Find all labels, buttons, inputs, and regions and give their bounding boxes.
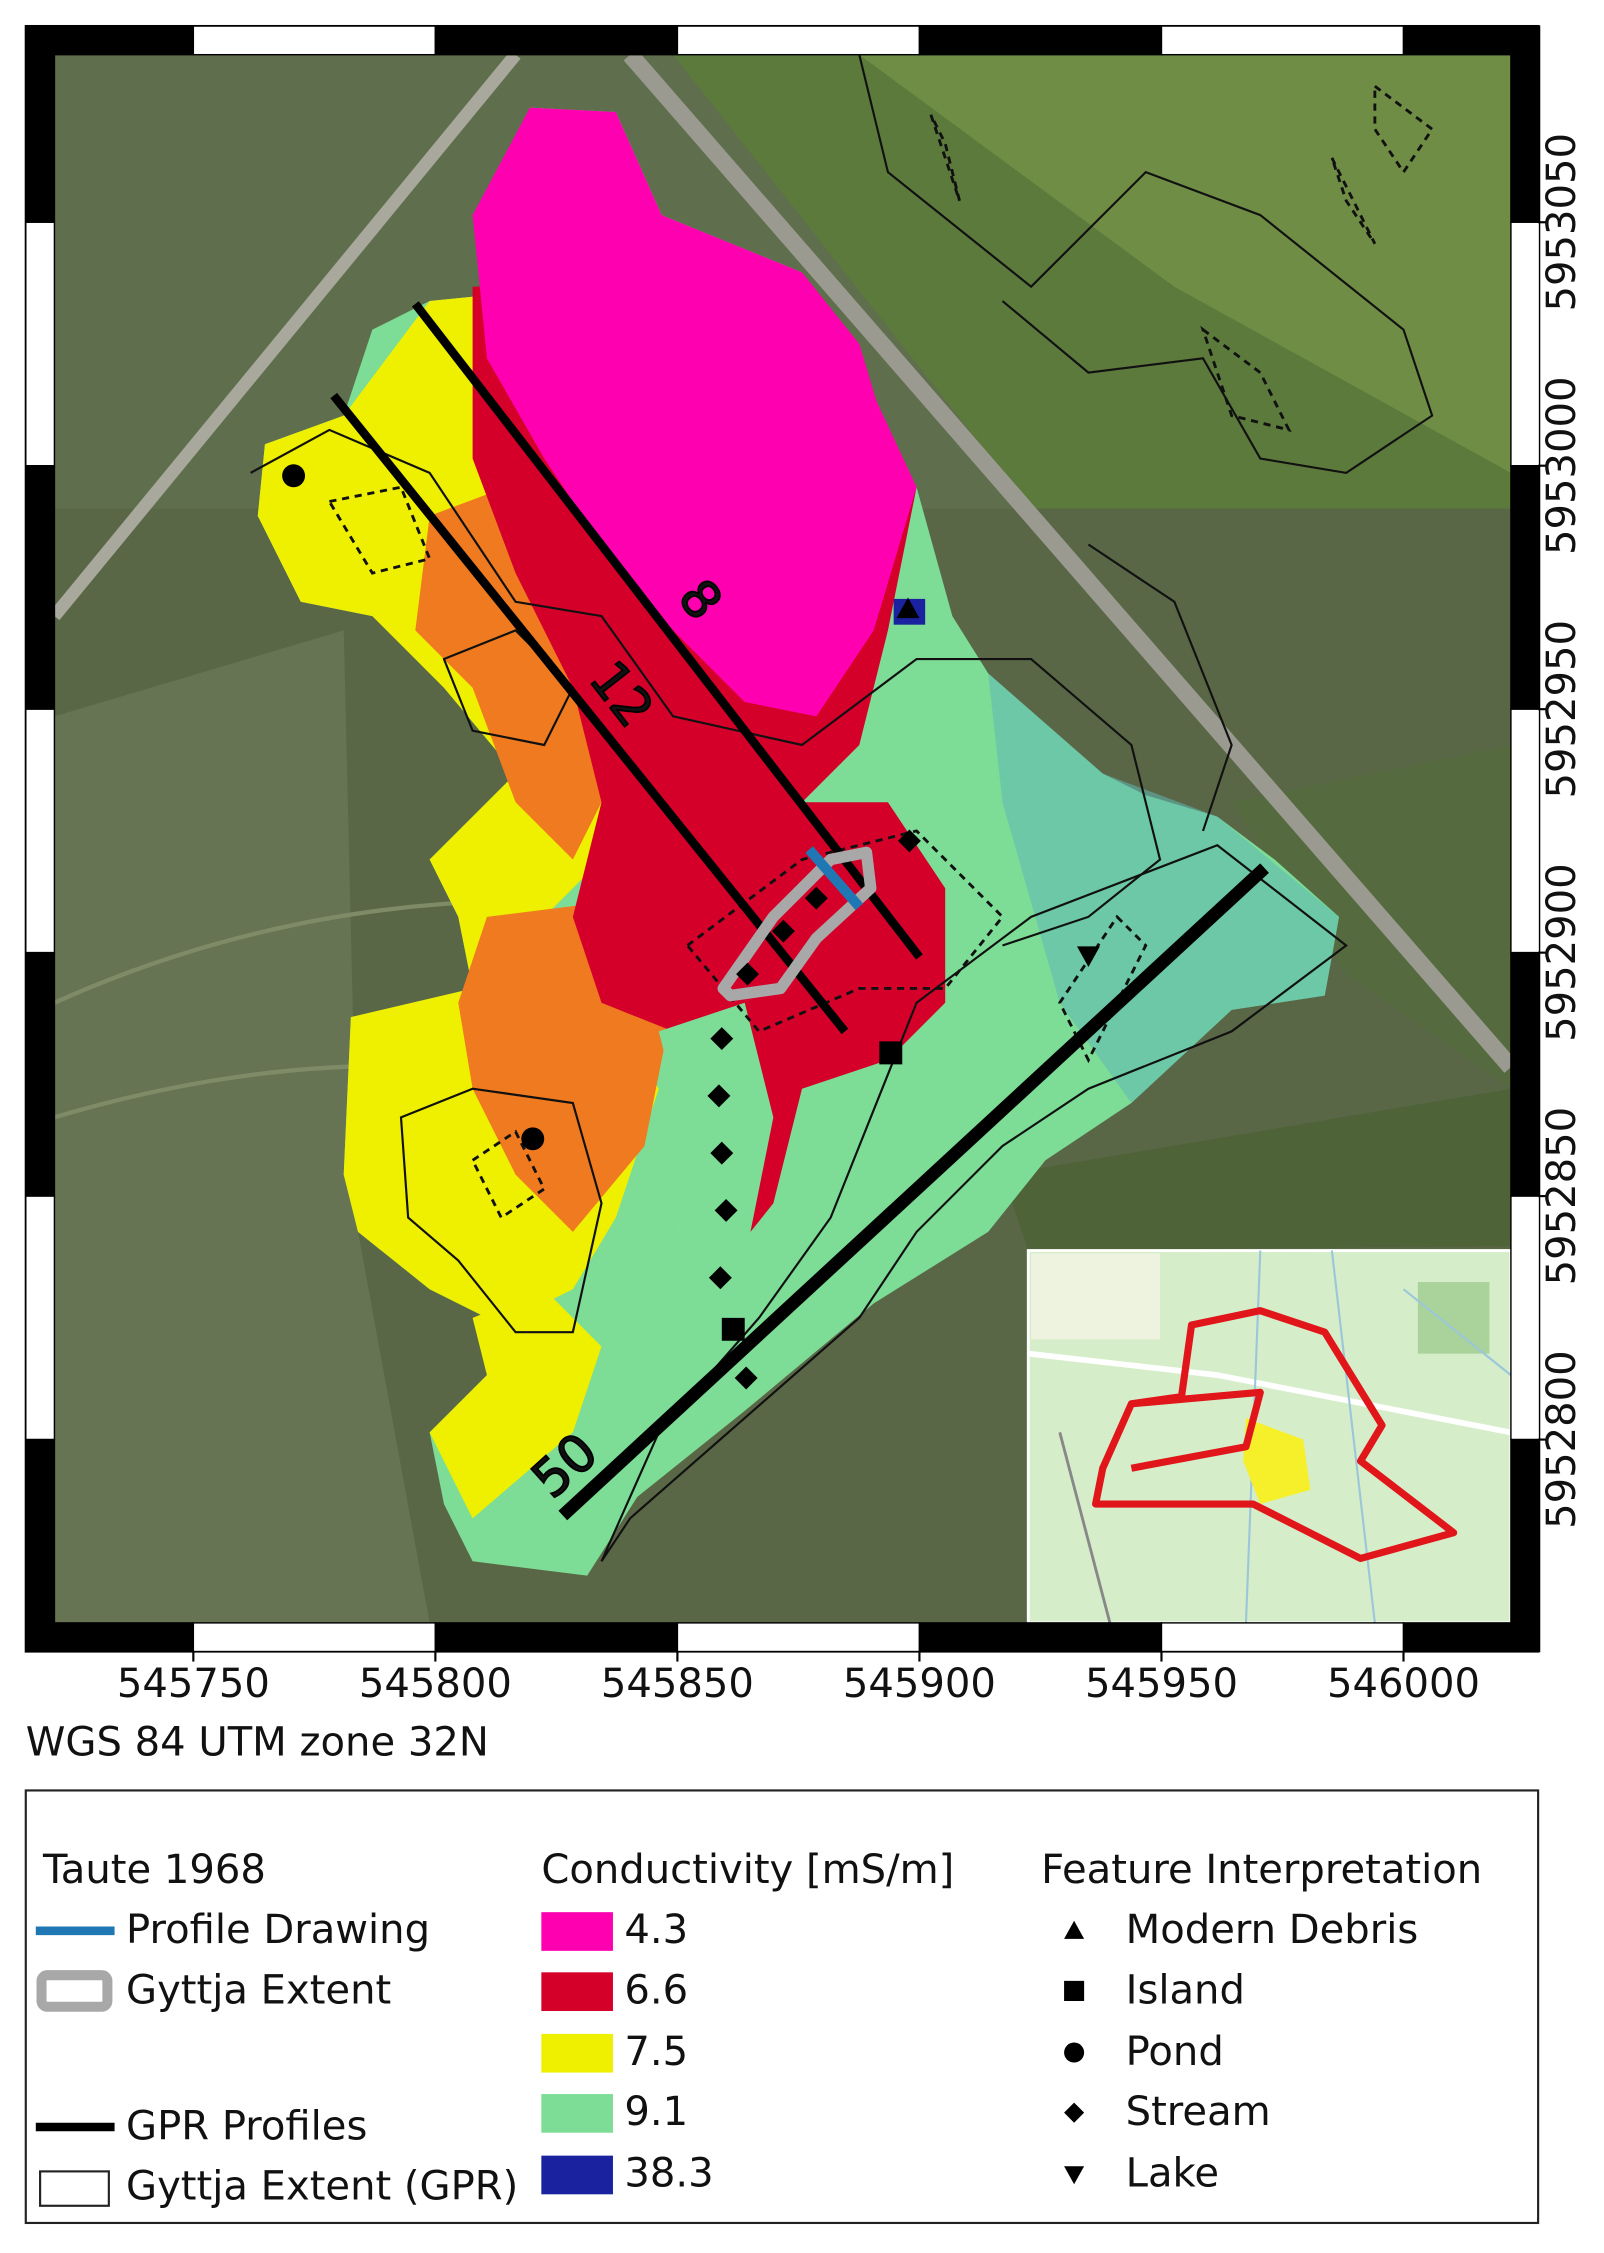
crs-label: WGS 84 UTM zone 32N (26, 1720, 489, 1766)
profile-drawing (805, 846, 864, 911)
y-tick-label: 5952850 (1539, 1107, 1585, 1286)
legend-label: Gyttja Extent (126, 1967, 391, 2013)
feature-marker (721, 1317, 745, 1341)
frame-bar (1510, 464, 1541, 710)
legend-swatch (541, 1972, 613, 2011)
x-tick-label: 545800 (359, 1661, 512, 1707)
legend-label: Pond (1126, 2029, 1224, 2075)
frame-bar (676, 1622, 921, 1653)
frame-bar (25, 708, 56, 954)
legend-swatch (541, 2033, 613, 2073)
gpr-profile (330, 392, 849, 1035)
raster-zone (658, 1002, 774, 1290)
conductivity-raster (257, 107, 1340, 1576)
gpr-profile (558, 863, 1269, 1521)
frame-bar (1510, 221, 1541, 467)
gpr-profile (411, 301, 923, 960)
feature-marker (734, 1366, 758, 1390)
map-frame: 545750 545800 545850 545900 545950 546000 5952… (24, 24, 1585, 1707)
y-tick-label: 5953000 (1539, 376, 1585, 555)
legend-label: Profile Drawing (126, 1907, 430, 1953)
x-tick-label: 545750 (117, 1661, 270, 1707)
legend-label: 38.3 (624, 2151, 713, 2197)
contours (250, 54, 1434, 1562)
legend-symbol (1064, 2166, 1085, 2185)
legend-title: Taute 1968 (42, 1847, 266, 1893)
legend-swatch (541, 2094, 613, 2133)
feature-marker (897, 829, 921, 853)
frame-bar (1160, 1622, 1405, 1653)
legend-title: Feature Interpretation (1041, 1847, 1482, 1893)
profiles (330, 301, 1269, 1521)
legend-symbol (36, 1970, 113, 2012)
frame-bar (1160, 25, 1405, 56)
raster-zone (429, 1289, 602, 1519)
feature-marker (282, 464, 306, 488)
gyttja-extent (717, 846, 877, 1002)
frame-bar (1510, 1195, 1541, 1441)
y-tick-label: 5952950 (1539, 620, 1585, 799)
raster-zone (472, 107, 917, 717)
legend-label: Lake (1126, 2151, 1219, 2197)
feature-marker (1076, 946, 1100, 967)
legend-label: Island (1126, 1967, 1245, 2013)
legend: Taute 1968 Profile Drawing Gyttja Extent… (35, 1847, 1482, 2210)
legend-label: 7.5 (624, 2029, 688, 2075)
frame-bar (434, 1622, 679, 1653)
feature-marker (521, 1127, 545, 1151)
frame-bar (1510, 1438, 1541, 1653)
y-tick-label: 5952900 (1539, 863, 1585, 1042)
frame-bar (1510, 708, 1541, 954)
frame-bar (1510, 25, 1541, 223)
legend-label: 9.1 (624, 2089, 688, 2135)
x-tick-label: 546000 (1327, 1661, 1480, 1707)
y-tick-label: 5953050 (1539, 133, 1585, 312)
frame-bar (918, 1622, 1163, 1653)
feature-marker (710, 1141, 734, 1165)
feature-marker (736, 962, 760, 986)
legend-symbol (39, 2170, 110, 2207)
frame-bar (192, 1622, 437, 1653)
legend-label: Gyttja Extent (GPR) (126, 2164, 518, 2210)
dashed-contours (327, 83, 1435, 1220)
x-tick-label: 545950 (1085, 1661, 1238, 1707)
frame-bar (192, 25, 437, 56)
frame-bar (434, 25, 679, 56)
inset-map (1026, 1249, 1513, 1625)
feature-marker (896, 597, 920, 619)
feature-marker (804, 886, 828, 910)
legend-label: Modern Debris (1126, 1907, 1419, 1953)
frame-bar (918, 25, 1163, 56)
frame-bar (25, 1195, 56, 1441)
x-tick-label: 545850 (601, 1661, 754, 1707)
legend-swatch (541, 2155, 613, 2195)
raster-zone (988, 673, 1340, 1104)
legend-swatch (541, 1912, 613, 1951)
feature-marker (707, 1084, 731, 1108)
legend-symbol (1064, 1920, 1085, 1939)
legend-label: 6.6 (624, 1967, 688, 2013)
frame-bar (25, 1438, 56, 1653)
legend-label: GPR Profiles (126, 2103, 367, 2149)
legend-symbol (1064, 1980, 1085, 2001)
legend-label: 4.3 (624, 1907, 688, 1953)
frame-bar (1510, 951, 1541, 1197)
x-tick-label: 545900 (843, 1661, 996, 1707)
y-tick-label: 5952800 (1539, 1350, 1585, 1529)
frame-bar (25, 951, 56, 1197)
legend-label: Stream (1126, 2089, 1271, 2135)
frame-bar (25, 221, 56, 467)
legend-title: Conductivity [mS/m] (541, 1847, 954, 1893)
legend-box (24, 1789, 1540, 2225)
legend-symbol (1064, 2042, 1085, 2063)
feature-marker (708, 1266, 732, 1290)
frame-bar (25, 464, 56, 710)
frame-bar (676, 25, 921, 56)
feature-marker (771, 919, 795, 943)
feature-marker (879, 1041, 903, 1065)
frame-bar (25, 25, 56, 223)
